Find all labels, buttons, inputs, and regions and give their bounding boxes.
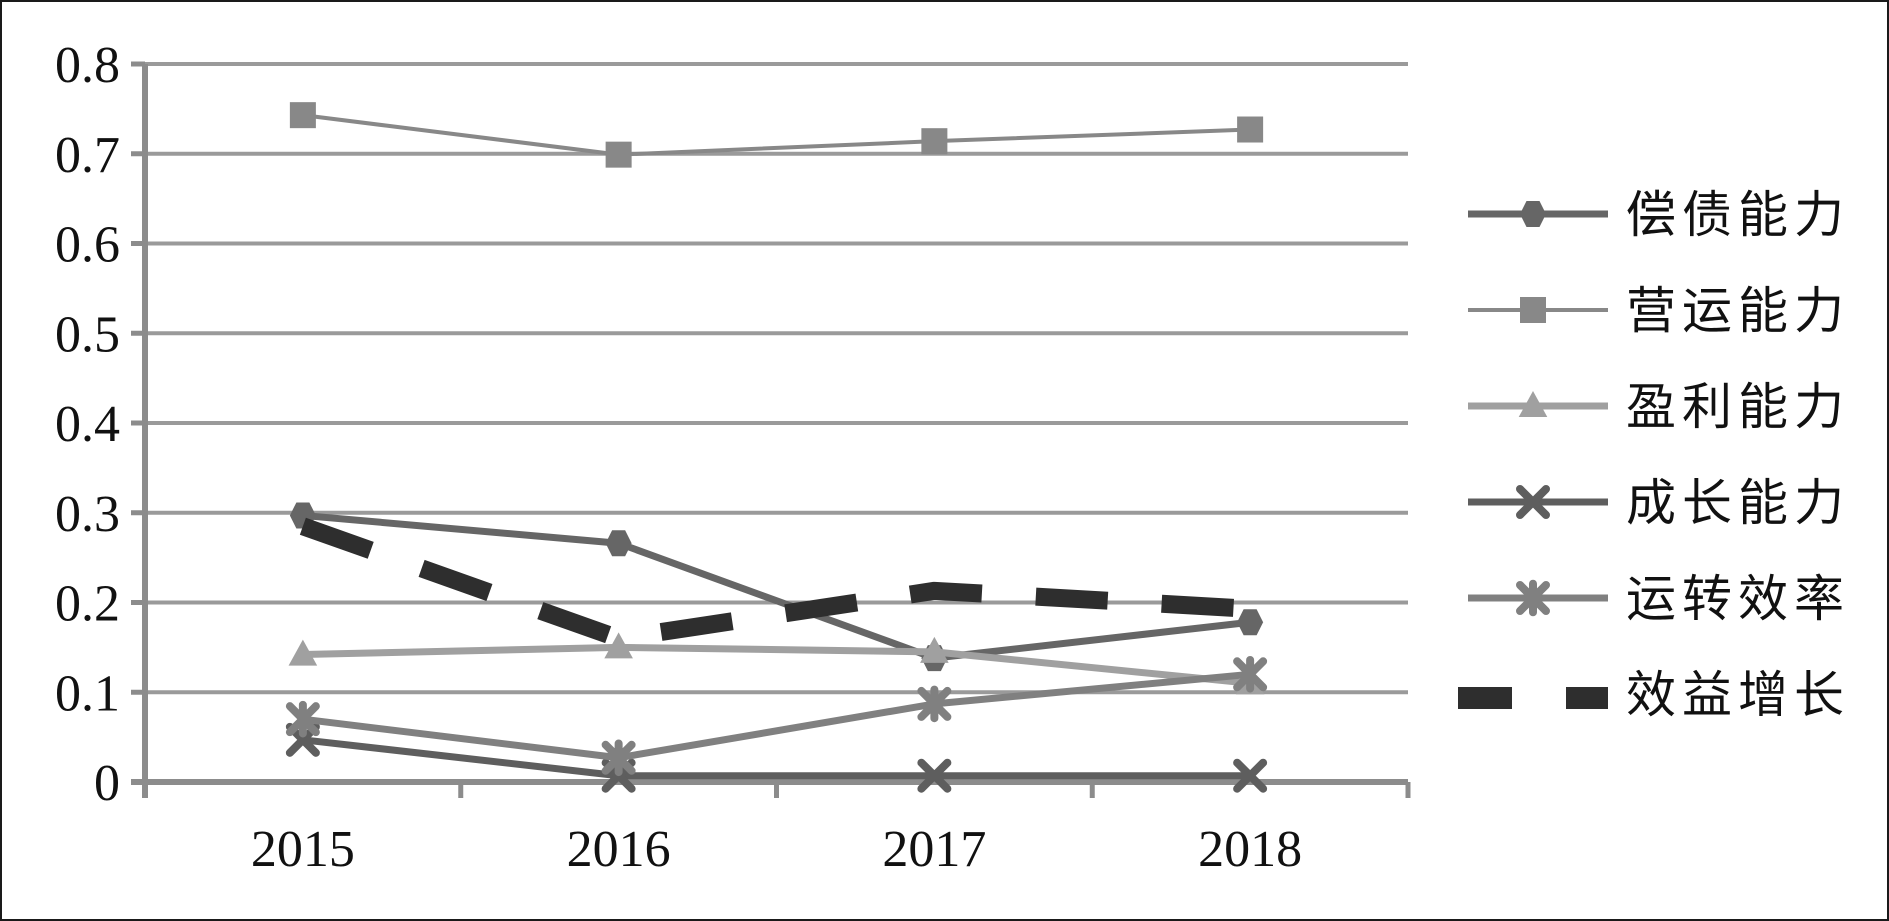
legend-label: 效益增长	[1626, 666, 1850, 724]
legend-label: 偿债能力	[1626, 186, 1850, 244]
series-line	[302, 643, 1251, 687]
y-tick-label: 0.6	[55, 217, 120, 274]
legend-marker	[1516, 579, 1550, 617]
legend-marker	[1520, 201, 1546, 227]
y-tick-label: 0.4	[55, 396, 120, 453]
legend-entry: 成长能力	[1468, 474, 1850, 532]
series-line	[302, 670, 1251, 762]
data-point	[285, 700, 320, 738]
series-0	[289, 502, 1264, 672]
data-point	[289, 102, 316, 129]
legend-entry: 运转效率	[1468, 570, 1850, 628]
series-line	[299, 517, 1251, 648]
x-tick-labels: 2015 2016 2017 2018	[251, 821, 1302, 878]
y-tick-label: 0.1	[55, 665, 120, 722]
legend-label: 运转效率	[1626, 570, 1850, 628]
series-4	[285, 656, 1268, 777]
y-tick-label: 0.7	[55, 127, 120, 184]
legend-entry: 盈利能力	[1468, 378, 1850, 436]
series-line	[302, 113, 1251, 157]
series-line	[302, 511, 1251, 662]
series-line	[302, 736, 1251, 780]
data-point	[605, 141, 632, 168]
legend-marker	[1520, 297, 1546, 323]
data-point	[601, 739, 636, 777]
y-tick-label: 0.5	[55, 306, 120, 363]
data-point	[921, 128, 948, 155]
data-point	[1237, 116, 1264, 143]
legend-label: 盈利能力	[1626, 378, 1850, 436]
data-point	[288, 639, 318, 666]
x-tick-label: 2016	[567, 821, 671, 878]
y-tick-labels: 0 0.1 0.2 0.3 0.4 0.5 0.6 0.7 0.8	[55, 37, 120, 812]
y-tick-label: 0.2	[55, 576, 120, 633]
series-lines	[285, 102, 1268, 793]
data-point	[917, 685, 952, 723]
data-point	[1233, 758, 1268, 793]
legend-marker	[1516, 485, 1550, 519]
data-point	[917, 758, 952, 793]
data-point	[1237, 609, 1264, 636]
legend-entry: 营运能力	[1468, 282, 1850, 340]
series-5	[299, 517, 1251, 648]
x-tick-label: 2017	[882, 821, 986, 878]
x-tick-label: 2018	[1198, 821, 1302, 878]
data-point	[604, 632, 633, 659]
legend-marker	[1518, 391, 1548, 418]
series-1	[289, 102, 1264, 168]
x-tick-label: 2015	[251, 821, 355, 878]
data-point	[605, 530, 632, 557]
axes	[131, 61, 1411, 798]
data-point	[920, 636, 949, 663]
y-tick-label: 0.3	[55, 486, 120, 543]
legend-label: 营运能力	[1626, 282, 1850, 340]
y-tick-label: 0	[94, 755, 120, 812]
y-tick-label: 0.8	[55, 37, 120, 94]
series-2	[288, 632, 1265, 695]
data-point	[1233, 656, 1268, 693]
legend-entry: 效益增长	[1458, 666, 1850, 724]
legend-entry: 偿债能力	[1468, 186, 1850, 244]
legend-label: 成长能力	[1626, 474, 1850, 532]
